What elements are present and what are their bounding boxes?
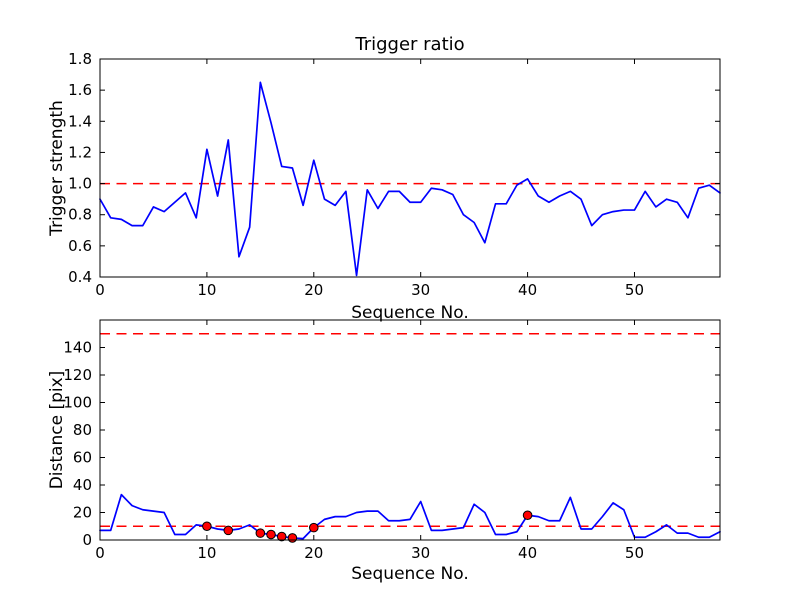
distance-subplot: 0 10 20 30 40 50 0 20 40 60 80 100 120 140 [63, 319, 721, 562]
distance-event-marker [202, 521, 212, 532]
y-tick-label: 1.8 [68, 50, 92, 68]
bottom-xaxis-label: Sequence No. [351, 564, 469, 584]
y-tick-label: 1.6 [68, 81, 92, 99]
top-yaxis-label: Trigger strength [47, 100, 67, 236]
trigger-ratio-spines [99, 58, 721, 278]
distance-event-marker [308, 522, 319, 533]
bottom-yaxis-label: Distance [pix] [47, 370, 67, 490]
distance-event-marker [276, 531, 287, 542]
y-tick-label: 80 [73, 421, 92, 439]
y-tick-label: 0.6 [68, 237, 92, 255]
x-tick-label: 50 [625, 544, 644, 562]
distance-event-marker [223, 525, 234, 536]
y-tick-label: 120 [63, 366, 92, 384]
y-tick-label: 100 [63, 394, 92, 412]
x-tick-label: 20 [304, 281, 323, 299]
x-tick-label: 30 [411, 281, 430, 299]
x-tick-label: 10 [197, 281, 216, 299]
y-tick-label: 0.8 [68, 206, 92, 224]
trigger-ratio-series-line [99, 81, 721, 277]
x-tick-label: 0 [95, 544, 105, 562]
y-tick-label: 140 [63, 339, 92, 357]
distance-event-marker [255, 528, 266, 538]
y-tick-label: 0.4 [68, 268, 92, 286]
distance-event-marker [266, 529, 276, 540]
x-tick-label: 10 [197, 544, 216, 562]
x-tick-label: 30 [411, 544, 430, 562]
y-tick-label: 20 [73, 504, 92, 522]
x-tick-label: 40 [518, 281, 537, 299]
distance-spines [99, 319, 721, 541]
trigger-ratio-subplot: 0 10 20 30 40 50 0.4 0.6 0.8 1.0 1.2 1.4 1.6 1.8 [68, 50, 721, 299]
distance-event-marker [287, 533, 298, 543]
x-tick-label: 20 [304, 544, 323, 562]
x-tick-label: 0 [95, 281, 105, 299]
y-tick-label: 60 [73, 449, 92, 467]
distance-series-line [99, 493, 721, 540]
top-xaxis-label: Sequence No. [351, 303, 469, 323]
distance-event-marker [522, 510, 533, 521]
y-tick-label: 1.2 [68, 143, 92, 161]
chart-title: Trigger ratio [355, 34, 465, 55]
y-tick-label: 40 [73, 476, 92, 494]
y-tick-label: 0 [82, 531, 92, 549]
y-tick-label: 1.0 [68, 175, 92, 193]
x-tick-label: 50 [625, 281, 644, 299]
y-tick-label: 1.4 [68, 112, 92, 130]
x-tick-label: 40 [518, 544, 537, 562]
